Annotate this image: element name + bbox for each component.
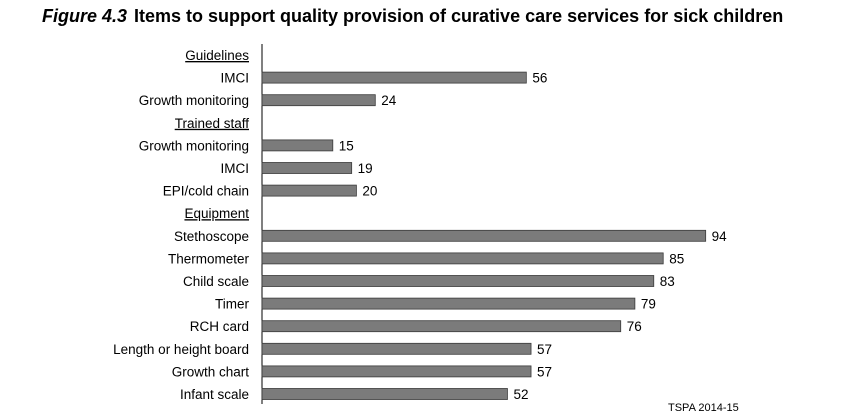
value-label: 85	[669, 251, 684, 266]
figure-title-text: Items to support quality provision of cu…	[134, 6, 784, 26]
category-label: RCH card	[190, 319, 249, 334]
bar	[261, 162, 353, 174]
value-label: 79	[641, 297, 656, 312]
bar	[261, 94, 376, 107]
value-label: 20	[362, 184, 377, 199]
category-label: EPI/cold chain	[163, 184, 249, 199]
bar	[261, 275, 655, 287]
category-label: IMCI	[221, 71, 250, 86]
bar	[261, 229, 707, 242]
bar	[261, 342, 532, 355]
chart-rows: Guidelines IMCI 56 Growth monitoring 24 Train…	[113, 48, 727, 402]
category-label: Stethoscope	[174, 229, 249, 244]
bar	[261, 297, 636, 310]
category-label: Thermometer	[168, 251, 250, 266]
value-label: 57	[537, 364, 552, 379]
category-label: Growth monitoring	[139, 138, 249, 153]
category-label: Length or height board	[113, 342, 249, 357]
value-label: 52	[513, 387, 528, 402]
figure-title: Figure 4.3 Items to support quality provi…	[42, 6, 842, 27]
bar	[261, 139, 334, 152]
value-label: 56	[532, 71, 547, 86]
category-label: Timer	[215, 297, 249, 312]
value-label: 57	[537, 342, 552, 357]
category-label: IMCI	[221, 161, 250, 176]
value-label: 24	[381, 93, 397, 108]
value-label: 76	[627, 319, 642, 334]
value-label: 94	[712, 229, 728, 244]
group-header-label: Trained staff	[175, 116, 250, 131]
value-label: 83	[660, 274, 675, 289]
bar	[261, 365, 532, 378]
value-label: 19	[358, 161, 373, 176]
category-label: Growth monitoring	[139, 93, 249, 108]
bar	[261, 388, 508, 400]
figure-number: Figure 4.3	[42, 6, 128, 26]
category-label: Growth chart	[172, 364, 250, 379]
category-label: Infant scale	[180, 387, 249, 402]
bar	[261, 71, 527, 84]
group-header-label: Guidelines	[185, 48, 249, 63]
category-label: Child scale	[183, 274, 249, 289]
group-header-label: Equipment	[184, 206, 249, 221]
bar	[261, 184, 357, 197]
bar	[261, 252, 664, 265]
bar	[261, 320, 622, 333]
source-note: TSPA 2014-15	[668, 402, 739, 414]
value-label: 15	[339, 138, 354, 153]
